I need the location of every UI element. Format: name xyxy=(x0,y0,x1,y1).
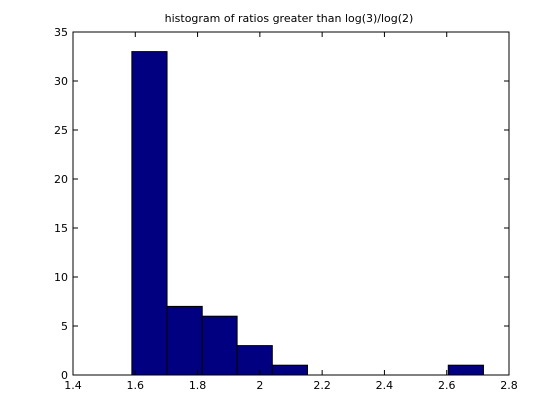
y-tick-label: 35 xyxy=(54,26,68,39)
histogram-bar-3 xyxy=(201,315,238,376)
x-tick-label: 2 xyxy=(256,379,263,392)
x-tick-label: 1.4 xyxy=(64,379,82,392)
histogram-bar-2 xyxy=(166,305,203,376)
y-tick-label: 15 xyxy=(54,222,68,235)
y-tick-label: 0 xyxy=(61,369,68,382)
chart-title: histogram of ratios greater than log(3)/… xyxy=(165,12,414,25)
x-tick-label: 2.4 xyxy=(376,379,394,392)
histogram-bar-4 xyxy=(236,345,273,376)
x-tick-label: 2.6 xyxy=(438,379,456,392)
x-tick-label: 1.8 xyxy=(189,379,207,392)
histogram-bar-5 xyxy=(271,364,308,376)
y-tick-label: 10 xyxy=(54,271,68,284)
y-tick-label: 5 xyxy=(61,320,68,333)
x-tick-label: 1.6 xyxy=(127,379,145,392)
x-axis-ticks: 1.4 1.6 1.8 2 2.2 2.4 2.6 2.8 xyxy=(64,32,518,392)
y-tick-label: 30 xyxy=(54,75,68,88)
x-tick-label: 2.8 xyxy=(500,379,518,392)
y-axis-ticks: 0 5 10 15 20 25 30 35 xyxy=(54,26,509,382)
histogram-bar-1 xyxy=(131,51,168,376)
y-tick-label: 20 xyxy=(54,173,68,186)
histogram-bars xyxy=(131,51,484,376)
y-tick-label: 25 xyxy=(54,124,68,137)
x-tick-label: 2.2 xyxy=(313,379,331,392)
axes-box xyxy=(72,31,510,376)
histogram-bar-10 xyxy=(447,364,484,376)
